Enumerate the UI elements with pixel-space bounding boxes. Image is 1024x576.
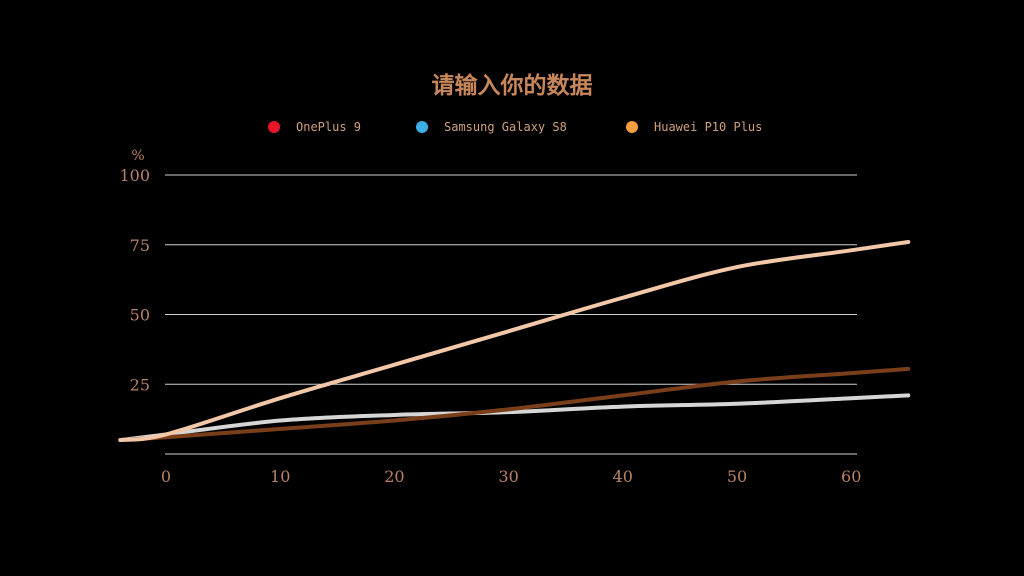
y-tick-label: 50 [130, 306, 150, 325]
legend-item-huawei-p10-plus[interactable]: Huawei P10 Plus [626, 120, 762, 134]
x-tick-label: 40 [613, 467, 633, 486]
grid-lines [165, 174, 857, 455]
x-tick-label: 10 [270, 467, 290, 486]
legend-label: OnePlus 9 [296, 120, 362, 134]
x-tick-label: 60 [841, 467, 861, 486]
x-tick-label: 0 [161, 467, 171, 486]
y-axis-unit: % [131, 148, 144, 164]
series-lines [118, 239, 911, 443]
series-line-oneplus-9 [118, 366, 911, 443]
y-tick-label: 25 [130, 375, 150, 394]
chart-title: 请输入你的数据 [431, 72, 593, 99]
x-tick-label: 20 [384, 467, 404, 486]
x-tick-labels: 0 10 20 30 40 50 60 [161, 467, 861, 486]
legend-label: Samsung Galaxy S8 [444, 120, 567, 134]
y-tick-label: 75 [130, 236, 150, 255]
legend-dot-icon [626, 121, 638, 133]
legend-dot-icon [416, 121, 428, 133]
legend: OnePlus 9 Samsung Galaxy S8 Huawei P10 P… [0, 120, 1024, 140]
x-tick-label: 30 [498, 467, 518, 486]
x-tick-label: 50 [727, 467, 747, 486]
legend-item-samsung-galaxy-s8[interactable]: Samsung Galaxy S8 [416, 120, 567, 134]
legend-label: Huawei P10 Plus [654, 120, 763, 134]
legend-item-oneplus-9[interactable]: OnePlus 9 [268, 120, 361, 134]
series-line-huawei-p10-plus [118, 239, 911, 443]
series-line-samsung-galaxy-s8 [118, 393, 911, 443]
y-tick-labels: 25 50 75 100 [119, 166, 150, 394]
legend-dot-icon [268, 121, 280, 133]
y-tick-label: 100 [119, 166, 150, 185]
